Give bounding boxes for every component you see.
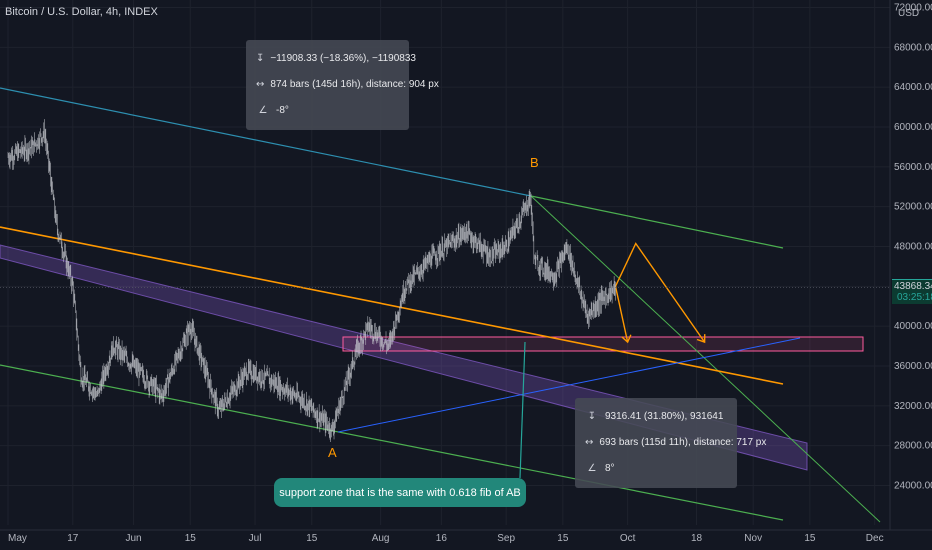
time-tick-label: Jul [249,533,262,544]
price-tick-label: 48000.00 [894,241,932,252]
time-tick-label: 15 [804,533,816,544]
blue-fib-line [337,337,801,433]
time-tick-label: Jun [125,533,141,544]
point-label-b: B [530,155,539,170]
time-tick-label: 15 [185,533,197,544]
time-tick-label: 15 [306,533,318,544]
channel-lower-green-line [0,364,784,521]
price-tick-label: 68000.00 [894,42,932,53]
angle-icon: ∠ [258,105,268,116]
measure-top-price: −11908.33 (−18.36%), −1190833 [270,53,416,64]
price-tick-label: 60000.00 [894,122,932,133]
angle-icon: ∠ [587,463,597,474]
price-tick-label: 52000.00 [894,202,932,213]
measure-tooltip-bottom: ↧ 9316.41 (31.80%), 931641 ↔ 693 bars (115… [575,398,766,488]
projection-path [614,286,629,343]
last-price-tag: 43868.34 03:25:18 [892,279,932,304]
time-tick-label: 16 [436,533,448,544]
price-tick-label: 28000.00 [894,441,932,452]
measure-top-angle: -8° [276,105,289,116]
point-label-a: A [328,445,337,460]
price-tick-label: 56000.00 [894,162,932,173]
measure-bottom-bars: 693 bars (115d 11h), distance: 717 px [599,437,767,448]
time-tick-label: Dec [866,533,884,544]
orange-trendline [0,226,784,385]
time-tick-label: Aug [372,533,390,544]
price-tick-label: 24000.00 [894,480,932,491]
price-axis-bg [890,0,932,550]
time-axis: May 17 Jun 15 Jul 15 Aug 16 Sep 15 Oct 18 Nov 15 Dec [0,529,932,544]
time-tick-label: 18 [691,533,703,544]
bars-range-icon: ↔ [585,437,594,448]
price-range-icon: ↧ [587,411,597,422]
callout-pointer [519,341,526,479]
support-zone-callout: support zone that is the same with 0.618… [274,478,526,507]
time-tick-label: Nov [744,533,762,544]
price-tick-label: 72000.00 [894,3,932,14]
time-tick-label: Sep [497,533,515,544]
channel-upper-green-line [530,195,784,249]
chart-title: Bitcoin / U.S. Dollar, 4h, INDEX [5,6,158,18]
time-tick-label: May [8,533,27,544]
price-tick-label: 64000.00 [894,82,932,93]
gridlines [0,0,890,525]
price-tick-label: 32000.00 [894,401,932,412]
price-tick-label: 40000.00 [894,321,932,332]
projection-arrowhead [696,334,706,344]
candles-layer [7,119,616,443]
measure-tooltip-top: ↧ −11908.33 (−18.36%), −1190833 ↔ 874 bars… [246,40,439,130]
support-zone-box [342,336,864,352]
measure-top-bars: 874 bars (145d 16h), distance: 904 px [270,79,439,90]
time-tick-label: 17 [67,533,79,544]
price-tick-label: 36000.00 [894,361,932,372]
descending-trendline [530,195,881,523]
price-range-icon: ↧ [256,53,265,64]
bars-range-icon: ↔ [256,79,265,90]
projection-path [614,242,706,343]
currency-label: USD [898,8,920,19]
time-tick-label: Oct [620,533,636,544]
measure-bottom-angle: 8° [605,463,615,474]
bar-countdown: 03:25:18 [897,292,932,303]
measure-bottom-price: 9316.41 (31.80%), 931641 [605,411,724,422]
last-price: 43868.34 [894,281,932,292]
channel-top-line [0,87,532,197]
time-tick-label: 15 [557,533,569,544]
price-axis: 24000.00 28000.00 32000.00 36000.00 40000.00… [889,0,932,550]
drawings-layer [0,87,881,523]
projection-arrowhead [621,334,632,344]
